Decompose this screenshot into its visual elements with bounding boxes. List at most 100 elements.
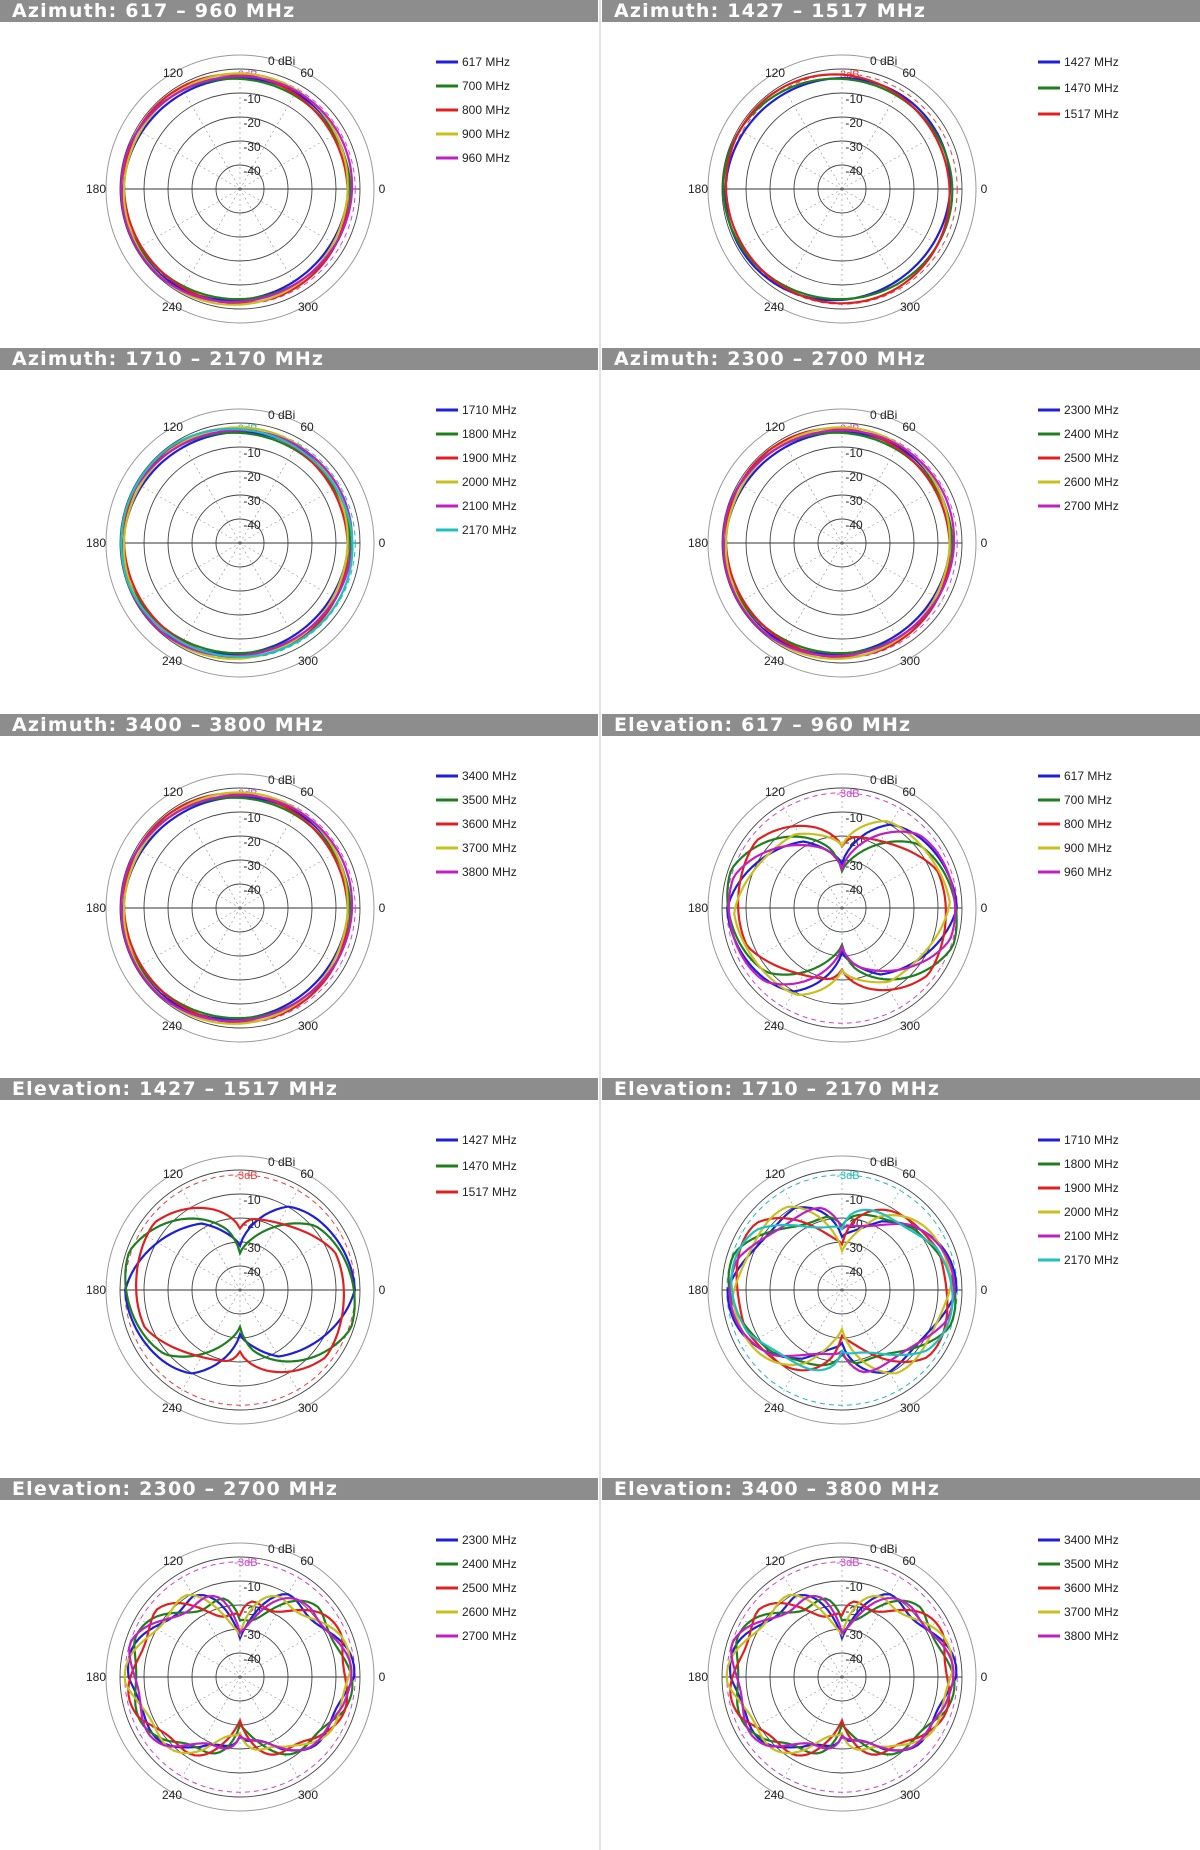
angle-tick-label: 180 <box>688 1283 708 1297</box>
angle-tick-label: 240 <box>162 654 182 668</box>
angle-tick-label: 240 <box>764 654 784 668</box>
chart-title: Elevation: 617 – 960 MHz <box>602 714 1200 736</box>
legend: 617 MHz 700 MHz 800 MHz 900 MHz 960 MHz <box>436 55 510 165</box>
angle-tick-label: 60 <box>300 1554 314 1568</box>
grid-spoke <box>135 1289 241 1351</box>
series-line <box>726 1206 958 1374</box>
legend-label: 2700 MHz <box>1064 499 1119 513</box>
r-tick-label: -30 <box>243 494 261 508</box>
legend-label: 1900 MHz <box>462 451 517 465</box>
legend-label: 3800 MHz <box>462 865 517 879</box>
grid-spoke <box>239 188 345 250</box>
angle-tick-label: 0 <box>379 901 386 915</box>
grid-spoke <box>179 188 241 294</box>
r-unit-label: 0 dBi <box>268 1155 295 1169</box>
legend-label: 617 MHz <box>1064 769 1112 783</box>
legend-label: 3600 MHz <box>462 817 517 831</box>
legend-label: 617 MHz <box>462 55 510 69</box>
legend-label: 700 MHz <box>462 79 510 93</box>
polar-grid <box>707 408 977 678</box>
chart-panel-azimuth-2300-2700: Azimuth: 2300 – 2700 MHz 0 60 120 180 240 300… <box>602 348 1200 712</box>
angle-tick-label: 120 <box>765 1167 785 1181</box>
r-tick-label: -40 <box>845 518 863 532</box>
r-tick-label: -10 <box>243 446 261 460</box>
grid-spoke <box>841 1616 947 1678</box>
angle-tick-label: 0 <box>981 182 988 196</box>
legend-label: 1710 MHz <box>1064 1133 1119 1147</box>
grid-spoke <box>841 482 947 544</box>
grid-spoke <box>239 907 301 1013</box>
grid-spoke <box>737 542 843 604</box>
grid-spoke <box>737 1616 843 1678</box>
reference-label: -3dB <box>836 1557 859 1569</box>
legend: 3400 MHz 3500 MHz 3600 MHz 3700 MHz 3800 MHz <box>1038 1533 1119 1643</box>
angle-tick-label: 300 <box>900 654 920 668</box>
grid-spoke <box>135 1616 241 1678</box>
r-tick-label: -10 <box>243 811 261 825</box>
r-unit-label: 0 dBi <box>870 408 897 422</box>
r-tick-label: -40 <box>845 164 863 178</box>
series-line <box>729 1600 951 1757</box>
grid-spoke <box>841 1185 903 1291</box>
angle-tick-label: 180 <box>86 901 106 915</box>
series-line <box>120 427 354 658</box>
r-tick-label: -10 <box>845 446 863 460</box>
angle-tick-label: 300 <box>298 1788 318 1802</box>
legend-label: 2100 MHz <box>1064 1229 1119 1243</box>
grid-spoke <box>239 1616 345 1678</box>
angle-tick-label: 60 <box>902 785 916 799</box>
grid-spoke <box>179 803 241 909</box>
outer-ring <box>105 1155 375 1425</box>
angle-tick-label: 180 <box>86 1670 106 1684</box>
polar-grid <box>707 1155 977 1425</box>
angle-tick-label: 120 <box>765 1554 785 1568</box>
polar-plot: 0 60 120 180 240 300 0 dBi -3dB -10 -20 -30 -40 3400… <box>0 736 598 1076</box>
legend: 1710 MHz 1800 MHz 1900 MHz 2000 MHz 2100 MHz… <box>436 403 517 537</box>
grid-spoke <box>239 482 345 544</box>
series-line <box>120 794 354 1023</box>
polar-plot: 0 60 120 180 240 300 0 dBi -3dB -10 -20 -30 -40 617 … <box>0 22 598 352</box>
angle-tick-label: 0 <box>379 1283 386 1297</box>
grid-spoke <box>239 1572 301 1678</box>
grid-spoke <box>179 1289 241 1395</box>
legend: 1427 MHz 1470 MHz 1517 MHz <box>1038 55 1119 121</box>
angle-tick-label: 60 <box>300 66 314 80</box>
polar-grid <box>707 54 977 324</box>
outer-ring <box>707 408 977 678</box>
legend-label: 3800 MHz <box>1064 1629 1119 1643</box>
series-line <box>128 1594 353 1752</box>
r-unit-label: 0 dBi <box>870 1155 897 1169</box>
grid-spoke <box>781 1676 843 1782</box>
series-line <box>724 73 951 305</box>
r-tick-label: -40 <box>243 1265 261 1279</box>
chart-panel-elevation-1427-1517: Elevation: 1427 – 1517 MHz 0 60 120 180 240 3… <box>0 1078 598 1476</box>
chart-panel-azimuth-3400-3800: Azimuth: 3400 – 3800 MHz 0 60 120 180 240 300… <box>0 714 598 1076</box>
grid-spoke <box>737 188 843 250</box>
r-unit-label: 0 dBi <box>268 1542 295 1556</box>
angle-tick-label: 300 <box>900 1401 920 1415</box>
legend-label: 800 MHz <box>1064 817 1112 831</box>
angle-tick-label: 180 <box>86 182 106 196</box>
legend: 3400 MHz 3500 MHz 3600 MHz 3700 MHz 3800 MHz <box>436 769 517 879</box>
angle-tick-label: 240 <box>162 1401 182 1415</box>
grid-spoke <box>239 128 345 190</box>
grid-spoke <box>239 1289 301 1395</box>
angle-tick-label: 0 <box>379 182 386 196</box>
legend-label: 2500 MHz <box>1064 451 1119 465</box>
polar-plot: 0 60 120 180 240 300 0 dBi -3dB -10 -20 -30 -40 3400… <box>602 1500 1200 1850</box>
r-tick-label: -40 <box>845 883 863 897</box>
grid-spoke <box>135 482 241 544</box>
series-line <box>722 77 954 301</box>
grid-spoke <box>781 1572 843 1678</box>
angle-tick-label: 300 <box>298 1019 318 1033</box>
legend-label: 2000 MHz <box>462 475 517 489</box>
legend-label: 960 MHz <box>462 151 510 165</box>
r-tick-label: -40 <box>243 164 261 178</box>
legend-label: 2000 MHz <box>1064 1205 1119 1219</box>
series-line <box>722 429 956 658</box>
angle-tick-label: 240 <box>764 1788 784 1802</box>
legend-label: 3400 MHz <box>462 769 517 783</box>
chart-panel-azimuth-1427-1517: Azimuth: 1427 – 1517 MHz 0 60 120 180 240 300… <box>602 0 1200 352</box>
legend-label: 1427 MHz <box>462 1133 517 1147</box>
